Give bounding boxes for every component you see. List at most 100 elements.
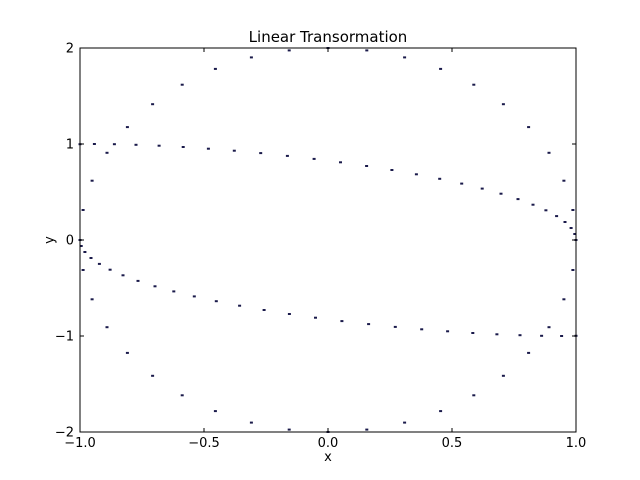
- scatter-point-s1-6: [121, 274, 125, 277]
- scatter-point-s1-22: [495, 333, 499, 336]
- scatter-point-s2-34: [472, 394, 476, 397]
- scatter-point-s0-19: [232, 149, 236, 152]
- scatter-point-s0-12: [414, 173, 418, 176]
- scatter-point-s1-5: [108, 268, 112, 271]
- scatter-point-s2-11: [287, 49, 291, 52]
- scatter-point-s2-12: [249, 56, 253, 59]
- y-tick-label-0: −2: [55, 426, 74, 441]
- scatter-point-s2-3: [547, 151, 551, 154]
- scatter-point-s0-16: [312, 157, 316, 160]
- y-tick-label-3: 1: [66, 138, 74, 153]
- scatter-point-s2-24: [125, 351, 129, 354]
- scatter-point-s1-14: [287, 313, 291, 315]
- scatter-point-s2-4: [527, 126, 531, 129]
- scatter-point-s0-11: [438, 177, 442, 180]
- scatter-point-s0-17: [285, 154, 289, 157]
- scatter-point-s0-7: [516, 198, 520, 201]
- scatter-point-s1-4: [97, 262, 101, 265]
- scatter-point-s0-5: [544, 209, 548, 212]
- scatter-point-s2-37: [547, 326, 551, 329]
- scatter-point-s2-27: [213, 410, 217, 413]
- scatter-point-s1-13: [262, 309, 266, 311]
- scatter-point-s1-23: [518, 334, 522, 337]
- scatter-point-s0-14: [365, 165, 369, 167]
- scatter-point-s0-13: [390, 169, 394, 171]
- scatter-point-s1-25: [560, 335, 564, 337]
- scatter-point-s1-18: [393, 325, 397, 328]
- scatter-point-s2-6: [472, 83, 476, 86]
- x-tick-label-4: 1.0: [566, 436, 587, 451]
- scatter-point-s2-2: [562, 179, 566, 182]
- scatter-point-s0-4: [555, 215, 559, 218]
- chart-title: Linear Transormation: [249, 28, 408, 46]
- scatter-point-s2-15: [151, 103, 155, 106]
- scatter-point-s1-9: [172, 290, 176, 293]
- scatter-point-s2-32: [403, 421, 407, 424]
- scatter-point-s1-17: [367, 323, 371, 326]
- scatter-point-s1-2: [83, 251, 87, 253]
- scatter-point-s2-17: [105, 151, 109, 154]
- scatter-point-s1-12: [238, 304, 242, 307]
- scatter-point-s2-13: [213, 67, 217, 70]
- scatter-point-s0-18: [259, 152, 263, 155]
- scatter-points-group: [78, 47, 578, 433]
- scatter-point-s1-3: [89, 257, 93, 259]
- scatter-point-s2-14: [180, 83, 184, 86]
- scatter-point-s0-20: [206, 147, 210, 150]
- scatter-point-s2-25: [151, 374, 155, 377]
- scatter-point-s2-19: [81, 209, 85, 211]
- scatter-point-s1-8: [153, 285, 157, 288]
- scatter-point-s2-8: [403, 56, 407, 59]
- scatter-point-s2-35: [501, 374, 505, 377]
- scatter-point-s0-6: [531, 203, 535, 206]
- scatter-point-s2-21: [81, 269, 85, 271]
- x-tick-label-1: −0.5: [188, 436, 220, 451]
- scatter-point-s2-36: [527, 351, 531, 354]
- scatter-point-s2-31: [365, 428, 369, 431]
- scatter-point-s1-21: [471, 332, 475, 334]
- scatter-point-s0-8: [499, 192, 503, 195]
- scatter-point-s2-5: [501, 103, 505, 106]
- scatter-point-s0-2: [569, 227, 573, 229]
- scatter-point-s2-18: [90, 179, 94, 182]
- scatter-point-s0-21: [181, 146, 185, 148]
- scatter-point-s2-33: [439, 410, 443, 413]
- scatter-point-s1-10: [192, 295, 196, 298]
- scatter-point-s0-24: [112, 143, 116, 146]
- scatter-point-s0-10: [460, 182, 464, 185]
- scatter-point-s1-20: [446, 330, 450, 333]
- plot-area: [80, 48, 576, 432]
- x-axis-label: x: [324, 450, 332, 465]
- scatter-point-s0-3: [563, 221, 567, 223]
- scatter-point-s0-1: [573, 233, 577, 235]
- scatter-point-s2-16: [125, 126, 129, 129]
- scatter-point-s1-19: [420, 328, 424, 331]
- scatter-point-s1-24: [540, 334, 544, 337]
- scatter-point-s1-15: [314, 316, 317, 319]
- y-axis-label: y: [43, 236, 58, 244]
- scatter-point-s1-11: [214, 300, 218, 303]
- scatter-point-s2-26: [180, 394, 184, 397]
- scatter-point-s2-9: [365, 49, 369, 52]
- scatter-point-s1-1: [79, 245, 83, 247]
- scatter-point-s2-1: [571, 209, 575, 211]
- scatter-point-s2-38: [562, 298, 566, 301]
- scatter-point-s2-22: [90, 298, 94, 301]
- axis-ticks-group: −1.0 −0.5 0.0 0.5 1.0 −2 −1 0 1 2: [55, 42, 587, 452]
- scatter-point-s0-25: [92, 143, 96, 145]
- y-tick-label-4: 2: [66, 42, 74, 57]
- x-tick-label-3: 0.5: [442, 436, 463, 451]
- scatter-point-s0-23: [134, 143, 138, 146]
- scatter-point-s0-15: [339, 161, 342, 164]
- y-tick-label-1: −1: [55, 330, 74, 345]
- scatter-point-s2-29: [287, 428, 291, 431]
- x-tick-label-0: −1.0: [64, 436, 96, 451]
- scatter-point-s0-22: [157, 144, 161, 147]
- scatter-point-s2-39: [571, 269, 575, 271]
- scatter-point-s2-7: [439, 67, 443, 70]
- scatter-point-s1-7: [136, 279, 140, 282]
- x-tick-label-2: 0.0: [318, 436, 339, 451]
- y-tick-label-2: 0: [66, 234, 74, 249]
- scatter-point-s1-16: [340, 320, 344, 323]
